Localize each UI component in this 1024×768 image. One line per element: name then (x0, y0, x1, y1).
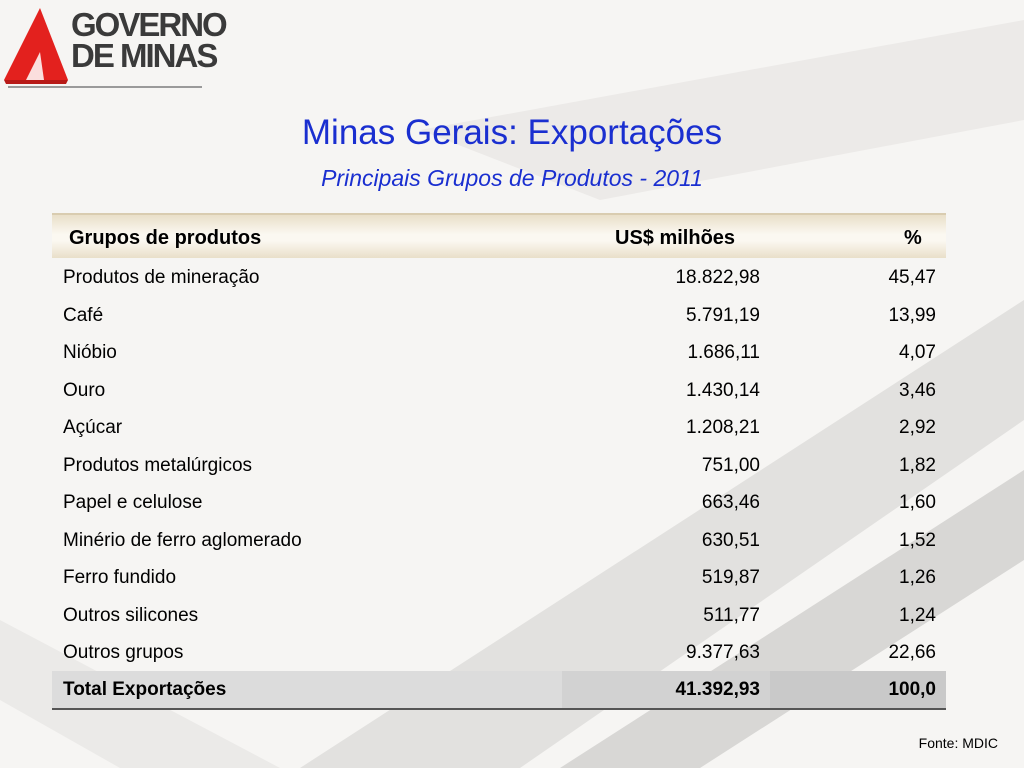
total-value: 41.392,93 (675, 678, 760, 700)
table-row: Produtos metalúrgicos 751,00 1,82 (52, 446, 946, 484)
cell-value: 18.822,98 (675, 267, 760, 288)
source-note: Fonte: MDIC (918, 735, 998, 751)
table-row: Minério de ferro aglomerado 630,51 1,52 (52, 521, 946, 559)
total-label: Total Exportações (63, 678, 227, 700)
table-total-row: Total Exportações 41.392,93 100,0 (52, 670, 946, 710)
logo-line-2: DE MINAS (71, 37, 218, 74)
cell-product: Outros silicones (63, 604, 199, 626)
cell-product: Café (63, 304, 104, 326)
cell-percent: 45,47 (888, 267, 936, 288)
cell-value: 1.686,11 (687, 342, 760, 363)
table-row: Açúcar 1.208,21 2,92 (52, 408, 946, 446)
cell-percent: 1,24 (899, 604, 936, 626)
cell-value: 663,46 (701, 492, 760, 513)
exports-table: Grupos de produtos US$ milhões % Produto… (52, 213, 946, 710)
table-row: Nióbio 1.686,11 4,07 (52, 333, 946, 371)
cell-percent: 13,99 (888, 304, 936, 326)
cell-value: 9.377,63 (686, 642, 760, 663)
table-header: Grupos de produtos US$ milhões % (52, 213, 946, 258)
cell-percent: 1,26 (899, 567, 936, 588)
cell-product: Papel e celulose (63, 492, 203, 513)
cell-value: 5.791,19 (686, 304, 760, 326)
cell-product: Ouro (63, 379, 106, 401)
cell-product: Minério de ferro aglomerado (63, 529, 302, 551)
cell-product: Produtos de mineração (63, 267, 260, 288)
cell-product: Açúcar (63, 417, 123, 438)
table-row: Outros grupos 9.377,63 22,66 (52, 633, 946, 671)
cell-percent: 22,66 (888, 642, 936, 663)
cell-percent: 1,60 (899, 492, 936, 513)
cell-percent: 4,07 (899, 342, 936, 363)
cell-percent: 1,52 (899, 529, 936, 551)
cell-value: 511,77 (703, 604, 760, 626)
header-product: Grupos de produtos (69, 227, 262, 249)
header-value: US$ milhões (615, 227, 736, 249)
cell-percent: 3,46 (899, 379, 936, 401)
total-percent: 100,0 (888, 678, 936, 700)
table-row: Produtos de mineração 18.822,98 45,47 (52, 258, 946, 296)
logo-line-1: GOVERNO (71, 6, 228, 43)
table-row: Ferro fundido 519,87 1,26 (52, 558, 946, 596)
cell-percent: 2,92 (899, 417, 936, 438)
header-percent: % (904, 227, 922, 249)
cell-value: 751,00 (701, 454, 760, 476)
cell-value: 630,51 (701, 529, 760, 551)
page-title: Minas Gerais: Exportações (301, 113, 723, 152)
cell-product: Outros grupos (63, 642, 184, 663)
cell-value: 1.208,21 (686, 417, 760, 438)
cell-product: Produtos metalúrgicos (63, 454, 253, 476)
cell-percent: 1,82 (899, 454, 936, 476)
cell-value: 519,87 (701, 567, 760, 588)
triangle-logo-icon (4, 8, 68, 84)
table-row: Papel e celulose 663,46 1,60 (52, 483, 946, 521)
table-row: Ouro 1.430,14 3,46 (52, 371, 946, 409)
cell-value: 1.430,14 (686, 379, 760, 401)
table-row: Outros silicones 511,77 1,24 (52, 596, 946, 634)
page-subtitle: Principais Grupos de Produtos - 2011 (321, 165, 703, 191)
cell-product: Ferro fundido (63, 567, 177, 588)
cell-product: Nióbio (63, 342, 117, 363)
table-row: Café 5.791,19 13,99 (52, 296, 946, 334)
logo-wordmark: GOVERNO DE MINAS (71, 6, 228, 74)
governo-de-minas-logo: GOVERNO DE MINAS (0, 0, 228, 88)
logo-underline (8, 86, 202, 88)
